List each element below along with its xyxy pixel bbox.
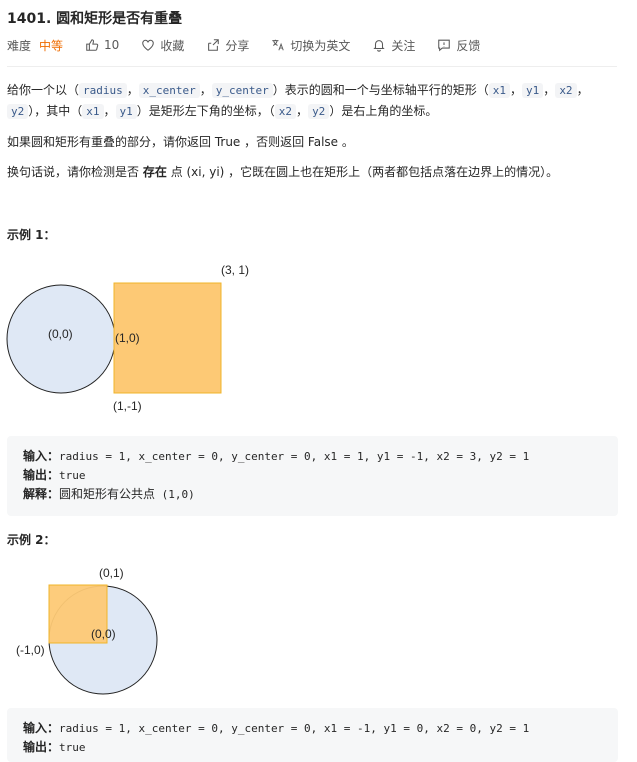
- translate-icon: [272, 39, 285, 51]
- code-x1: x1: [488, 83, 511, 98]
- thumbs-up-icon: [86, 39, 99, 51]
- translate-label: 切换为英文: [290, 38, 351, 53]
- description-paragraph-1: 给你一个以（ radius， x_center， y_center ）表示的圆和一个与坐…: [7, 83, 589, 119]
- example-1-center-label: (0,0): [48, 327, 73, 341]
- example-1-tangent-label: (1,0): [115, 331, 140, 345]
- example-2-top-label: (0,1): [99, 566, 124, 580]
- description-paragraph-3: 换句话说，请你检测是否 存在 点 (xi, yi) ，它既在圆上也在矩形上（两者…: [7, 165, 559, 179]
- collect-label: 收藏: [160, 38, 185, 53]
- example-2-left-label: (-1,0): [16, 643, 45, 657]
- example-1-input-line: 输入：radius = 1, x_center = 0, y_center = …: [23, 449, 530, 463]
- collect-button[interactable]: 收藏: [141, 37, 184, 54]
- example-2-output-line: 输出：true: [23, 740, 86, 754]
- example-2-code-block: 输入：radius = 1, x_center = 0, y_center = …: [7, 708, 618, 762]
- example-1-label: 示例 1：: [7, 228, 56, 242]
- example-1-top-right-label: (3, 1): [221, 263, 249, 277]
- follow-button[interactable]: 关注: [372, 37, 415, 54]
- share-button[interactable]: 分享: [206, 37, 249, 54]
- code-radius: radius: [79, 83, 127, 98]
- share-label: 分享: [225, 38, 250, 53]
- difficulty: 难度 中等: [7, 37, 63, 54]
- meta-divider: [7, 66, 617, 67]
- problem-meta-bar: 难度 中等 10 收藏 分享 切换为英文 关注 反馈: [7, 36, 502, 54]
- feedback-label: 反馈: [456, 38, 481, 53]
- example-1-figure: (0,0) (1,0) (3, 1) (1,-1): [6, 263, 249, 413]
- bell-icon: [373, 40, 386, 52]
- follow-label: 关注: [391, 38, 416, 53]
- like-count: 10: [104, 38, 120, 52]
- difficulty-value: 中等: [39, 38, 64, 53]
- code-y2: y2: [7, 104, 29, 119]
- example-1-rectangle: [113, 282, 222, 394]
- example-2-figure: (0,1) (0,0) (-1,0): [16, 566, 158, 695]
- example-1-bottom-left-label: (1,-1): [113, 399, 142, 413]
- example-2-center-label: (0,0): [91, 627, 116, 641]
- code-x2: x2: [555, 83, 577, 98]
- example-2-input-line: 输入：radius = 1, x_center = 0, y_center = …: [23, 721, 530, 735]
- translate-button[interactable]: 切换为英文: [271, 37, 350, 54]
- feedback-icon: [438, 39, 451, 52]
- problem-title: 1401. 圆和矩形是否有重叠: [7, 11, 183, 27]
- code-y-center: y_center: [211, 83, 273, 98]
- code-y1: y1: [522, 83, 544, 98]
- code-x-center: x_center: [138, 83, 200, 98]
- example-2-rectangle: [48, 584, 108, 644]
- description-paragraph-2: 如果圆和矩形有重叠的部分，请你返回 True ，否则返回 False 。: [7, 135, 354, 149]
- feedback-button[interactable]: 反馈: [437, 37, 480, 54]
- difficulty-label: 难度: [7, 38, 32, 53]
- example-2-label: 示例 2：: [7, 533, 56, 547]
- code-y1-b: y1: [115, 104, 137, 119]
- heart-icon: [142, 39, 155, 51]
- emphasis-exists: 存在: [142, 165, 167, 179]
- code-x1-b: x1: [82, 104, 104, 119]
- code-x2-b: x2: [274, 104, 297, 119]
- example-1-explain-line: 解释：圆和矩形有公共点 (1,0): [23, 487, 195, 501]
- example-1-output-line: 输出：true: [23, 468, 86, 482]
- example-1-code-block: 输入：radius = 1, x_center = 0, y_center = …: [7, 436, 618, 516]
- code-y2-b: y2: [308, 104, 330, 119]
- like-button[interactable]: 10: [85, 38, 119, 52]
- share-icon: [208, 39, 220, 51]
